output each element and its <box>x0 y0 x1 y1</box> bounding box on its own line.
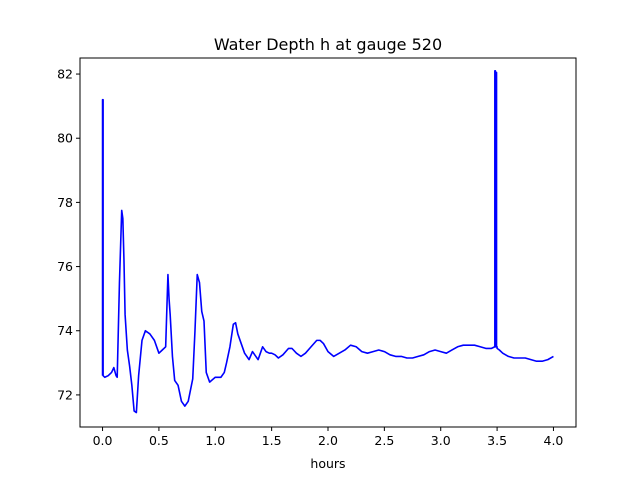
y-tick-label: 82 <box>57 67 73 82</box>
x-tick-label: 2.0 <box>318 433 338 448</box>
series-line-0 <box>101 70 554 414</box>
x-tick-label: 4.0 <box>544 433 564 448</box>
x-axis-label: hours <box>310 456 345 471</box>
x-axis: 0.0 0.5 1.0 1.5 2.0 2.5 3.0 3.5 4.0 <box>93 427 564 448</box>
x-tick-label: 0.5 <box>149 433 169 448</box>
y-tick-label: 74 <box>57 323 73 338</box>
y-axis: 72 74 76 78 80 82 <box>57 67 80 402</box>
x-tick-label: 1.5 <box>262 433 282 448</box>
y-tick-label: 72 <box>57 387 73 402</box>
x-tick-label: 3.5 <box>487 433 507 448</box>
x-tick-label: 2.5 <box>374 433 394 448</box>
x-tick-label: 1.0 <box>205 433 225 448</box>
chart-title: Water Depth h at gauge 520 <box>214 35 442 54</box>
y-tick-label: 80 <box>57 131 73 146</box>
y-tick-label: 78 <box>57 195 73 210</box>
plot-frame <box>79 57 577 428</box>
x-tick-label: 3.0 <box>431 433 451 448</box>
y-tick-label: 76 <box>57 259 73 274</box>
plot-area <box>101 70 554 414</box>
x-tick-label: 0.0 <box>93 433 113 448</box>
